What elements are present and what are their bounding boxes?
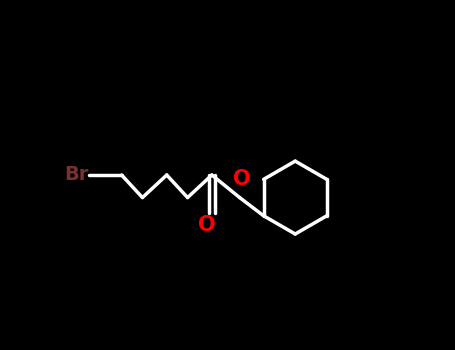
Text: Br: Br [64, 166, 89, 184]
Text: O: O [233, 169, 250, 189]
Text: O: O [198, 215, 216, 235]
